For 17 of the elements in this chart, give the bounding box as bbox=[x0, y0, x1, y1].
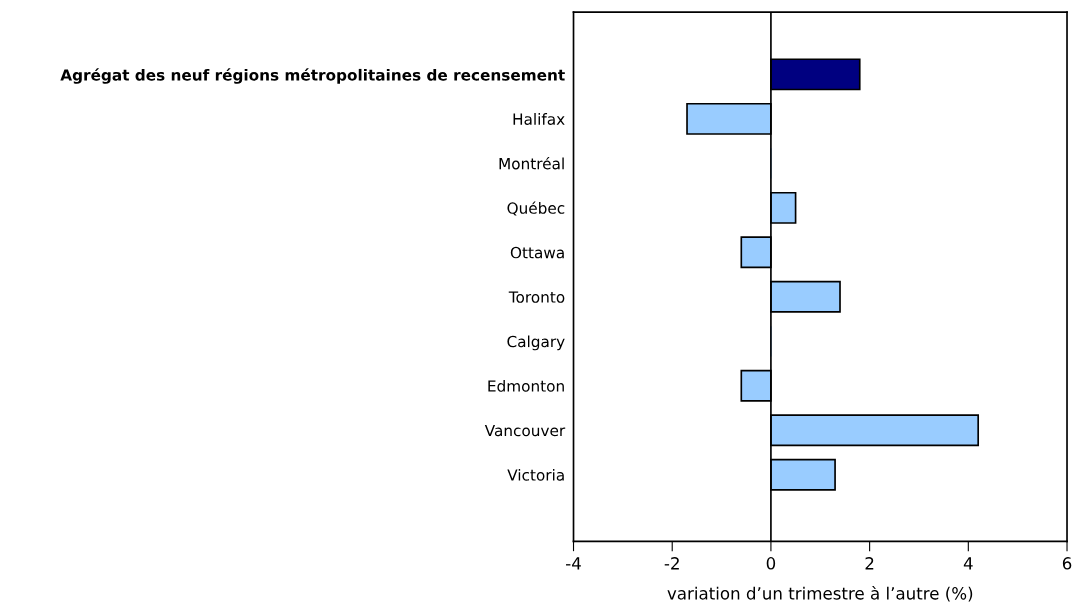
x-tick-label: 4 bbox=[963, 557, 973, 570]
y-tick-label: Victoria bbox=[507, 468, 564, 481]
x-tick-label: -4 bbox=[566, 557, 581, 570]
y-tick-label: Québec bbox=[507, 201, 565, 216]
y-tick-label: Edmonton bbox=[488, 379, 564, 392]
y-tick-label: Toronto bbox=[508, 291, 565, 303]
y-tick-label: Calgary bbox=[507, 335, 565, 351]
x-tick-label: -2 bbox=[664, 557, 679, 570]
x-axis-title: variation d’un trimestre à l’autre (%) bbox=[667, 586, 973, 602]
y-tick-label: Vancouver bbox=[484, 424, 566, 437]
x-tick-label: 2 bbox=[865, 557, 874, 570]
y-tick-label: Agrégat des neuf régions métropolitaines de recensement bbox=[60, 68, 565, 84]
y-tick-label: Montréal bbox=[499, 156, 564, 170]
y-tick-label: Ottawa bbox=[510, 246, 564, 259]
x-tick-label: 0 bbox=[766, 557, 776, 570]
x-tick-label: 6 bbox=[1062, 557, 1072, 570]
y-tick-label: Halifax bbox=[513, 113, 565, 125]
